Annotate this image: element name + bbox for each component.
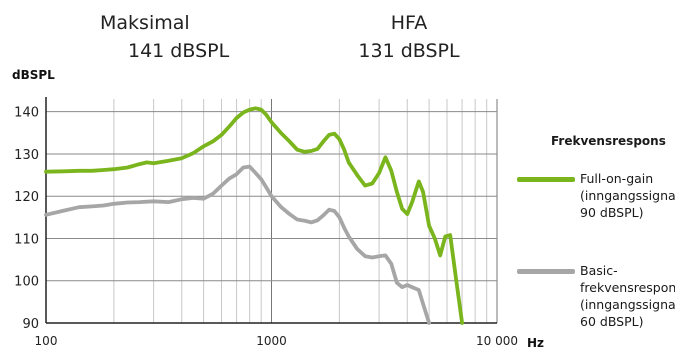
legend-swatch-full-on-gain — [517, 177, 575, 182]
y-axis-title: dBSPL — [12, 68, 55, 82]
y-tick-label: 100 — [14, 275, 39, 290]
y-tick-label: 120 — [14, 190, 39, 205]
legend-swatch-basic — [517, 269, 575, 274]
legend-label-full-on-gain: Full-on-gain (inngangssignal 90 dBSPL) — [580, 171, 675, 220]
x-tick-label: 10 000 — [476, 334, 518, 348]
legend-label-basic: Basic-frekvensrespons (inngangssignal 60… — [580, 263, 675, 329]
y-tick-label: 110 — [14, 232, 39, 247]
y-tick-label: 130 — [14, 148, 39, 163]
series-line-full-on-gain — [44, 106, 465, 325]
y-tick-label: 140 — [14, 106, 39, 121]
hfa-label: HFA — [390, 12, 428, 34]
legend-title: Frekvensrespons — [551, 134, 666, 148]
y-tick-label: 90 — [22, 317, 39, 332]
x-tick-label: 100 — [35, 334, 58, 348]
series-line-basic — [44, 164, 432, 325]
hfa-value: 131 dBSPL — [358, 40, 460, 62]
x-tick-label: 1000 — [256, 334, 287, 348]
x-axis-title: Hz — [527, 336, 545, 350]
max-value: 141 dBSPL — [128, 40, 230, 62]
max-label: Maksimal — [100, 12, 190, 34]
